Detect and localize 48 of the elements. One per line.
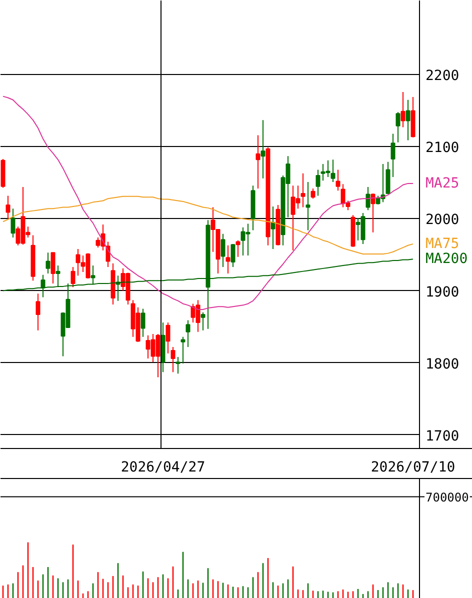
candlestick <box>70 266 76 288</box>
x-tick-label: 2026/04/27 <box>120 460 206 476</box>
candlestick <box>36 293 40 331</box>
series-label: MA200 <box>426 251 468 268</box>
x-tick-label: 2026/07/10 <box>370 460 456 476</box>
candlestick <box>270 206 276 250</box>
candlestick <box>300 172 306 208</box>
y-tick-label: 2000 <box>426 212 460 228</box>
line-series <box>2 196 414 255</box>
candlestick <box>220 233 226 268</box>
candlestick <box>336 169 340 192</box>
candlestick <box>56 265 60 288</box>
candlestick <box>390 133 396 178</box>
candlestick <box>50 252 56 284</box>
candlestick <box>386 161 390 194</box>
candlestick <box>226 244 230 274</box>
candlestick <box>6 195 10 220</box>
candlestick <box>310 188 316 200</box>
candlestick <box>306 182 310 231</box>
candlestick <box>256 134 260 189</box>
series-label: MA75 <box>426 236 460 252</box>
candlestick <box>236 240 240 258</box>
series-label: MA25 <box>426 175 460 192</box>
candlestick <box>230 243 236 268</box>
y-tick-label: 1700 <box>426 428 460 444</box>
candlestick <box>396 112 400 143</box>
text: 700000 <box>426 490 469 504</box>
candlestick <box>90 265 96 285</box>
candlestick <box>46 252 50 274</box>
candlestick <box>370 193 376 233</box>
y-tick-label: 2200 <box>426 68 460 84</box>
candlestick <box>200 312 206 331</box>
candlestick <box>330 159 336 183</box>
candlestick <box>166 322 170 354</box>
y-tick-label: 1900 <box>426 284 460 300</box>
candlestick <box>176 356 180 374</box>
candlestick <box>406 99 410 141</box>
candlestick <box>10 208 16 238</box>
candlestick <box>170 346 176 373</box>
candlestick <box>140 308 146 338</box>
candlestick <box>260 120 266 179</box>
candlestick <box>186 320 190 348</box>
candlestick <box>180 336 186 364</box>
candlestick <box>316 169 320 196</box>
candlestick <box>400 91 406 128</box>
candlestick <box>366 186 370 211</box>
y-tick-label: 2100 <box>426 140 460 156</box>
y-tick-label: 1800 <box>426 356 460 372</box>
